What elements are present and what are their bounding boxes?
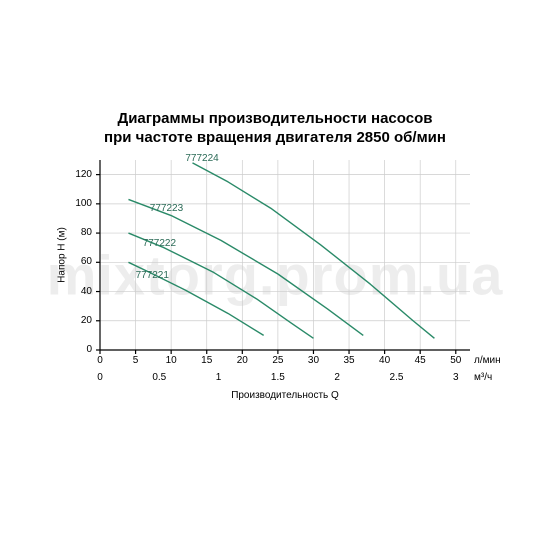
y-tick-label: 40 — [81, 286, 92, 297]
x-top-tick-label: 45 — [415, 355, 426, 366]
x-top-tick-label: 15 — [201, 355, 212, 366]
title-line: Диаграммы производительности насосов — [0, 110, 550, 129]
x-axis-title: Производительность Q — [231, 390, 339, 401]
x-top-tick-label: 50 — [450, 355, 461, 366]
x-bottom-tick-label: 2 — [334, 372, 340, 383]
y-tick-label: 60 — [81, 256, 92, 267]
series-label-777223: 777223 — [150, 203, 183, 214]
title-line: при частоте вращения двигателя 2850 об/м… — [0, 129, 550, 148]
x-top-tick-label: 30 — [308, 355, 319, 366]
y-tick-label: 80 — [81, 227, 92, 238]
x-top-tick-label: 0 — [97, 355, 103, 366]
x-bottom-tick-label: 2.5 — [390, 372, 404, 383]
x-bottom-unit: м³/ч — [474, 372, 492, 383]
y-tick-label: 20 — [81, 315, 92, 326]
y-tick-label: 0 — [86, 344, 92, 355]
chart-container: mixtorg.prom.ua Диаграммы производительн… — [0, 0, 550, 550]
x-top-tick-label: 10 — [166, 355, 177, 366]
series-label-777224: 777224 — [185, 153, 218, 164]
y-tick-label: 120 — [75, 169, 92, 180]
y-tick-label: 100 — [75, 198, 92, 209]
x-top-tick-label: 35 — [343, 355, 354, 366]
x-bottom-tick-label: 0.5 — [152, 372, 166, 383]
x-bottom-tick-label: 0 — [97, 372, 103, 383]
x-top-tick-label: 40 — [379, 355, 390, 366]
x-top-tick-label: 5 — [133, 355, 139, 366]
chart-svg — [100, 160, 470, 350]
chart-title: Диаграммы производительности насосовпри … — [0, 110, 550, 148]
x-bottom-tick-label: 1.5 — [271, 372, 285, 383]
x-top-tick-label: 25 — [272, 355, 283, 366]
series-label-777221: 777221 — [136, 270, 169, 281]
x-top-unit: л/мин — [474, 355, 501, 366]
series-label-777222: 777222 — [143, 238, 176, 249]
x-bottom-tick-label: 3 — [453, 372, 459, 383]
x-top-tick-label: 20 — [237, 355, 248, 366]
chart-plot — [100, 160, 470, 350]
x-bottom-tick-label: 1 — [216, 372, 222, 383]
y-axis-title: Напор Н (м) — [57, 227, 68, 283]
